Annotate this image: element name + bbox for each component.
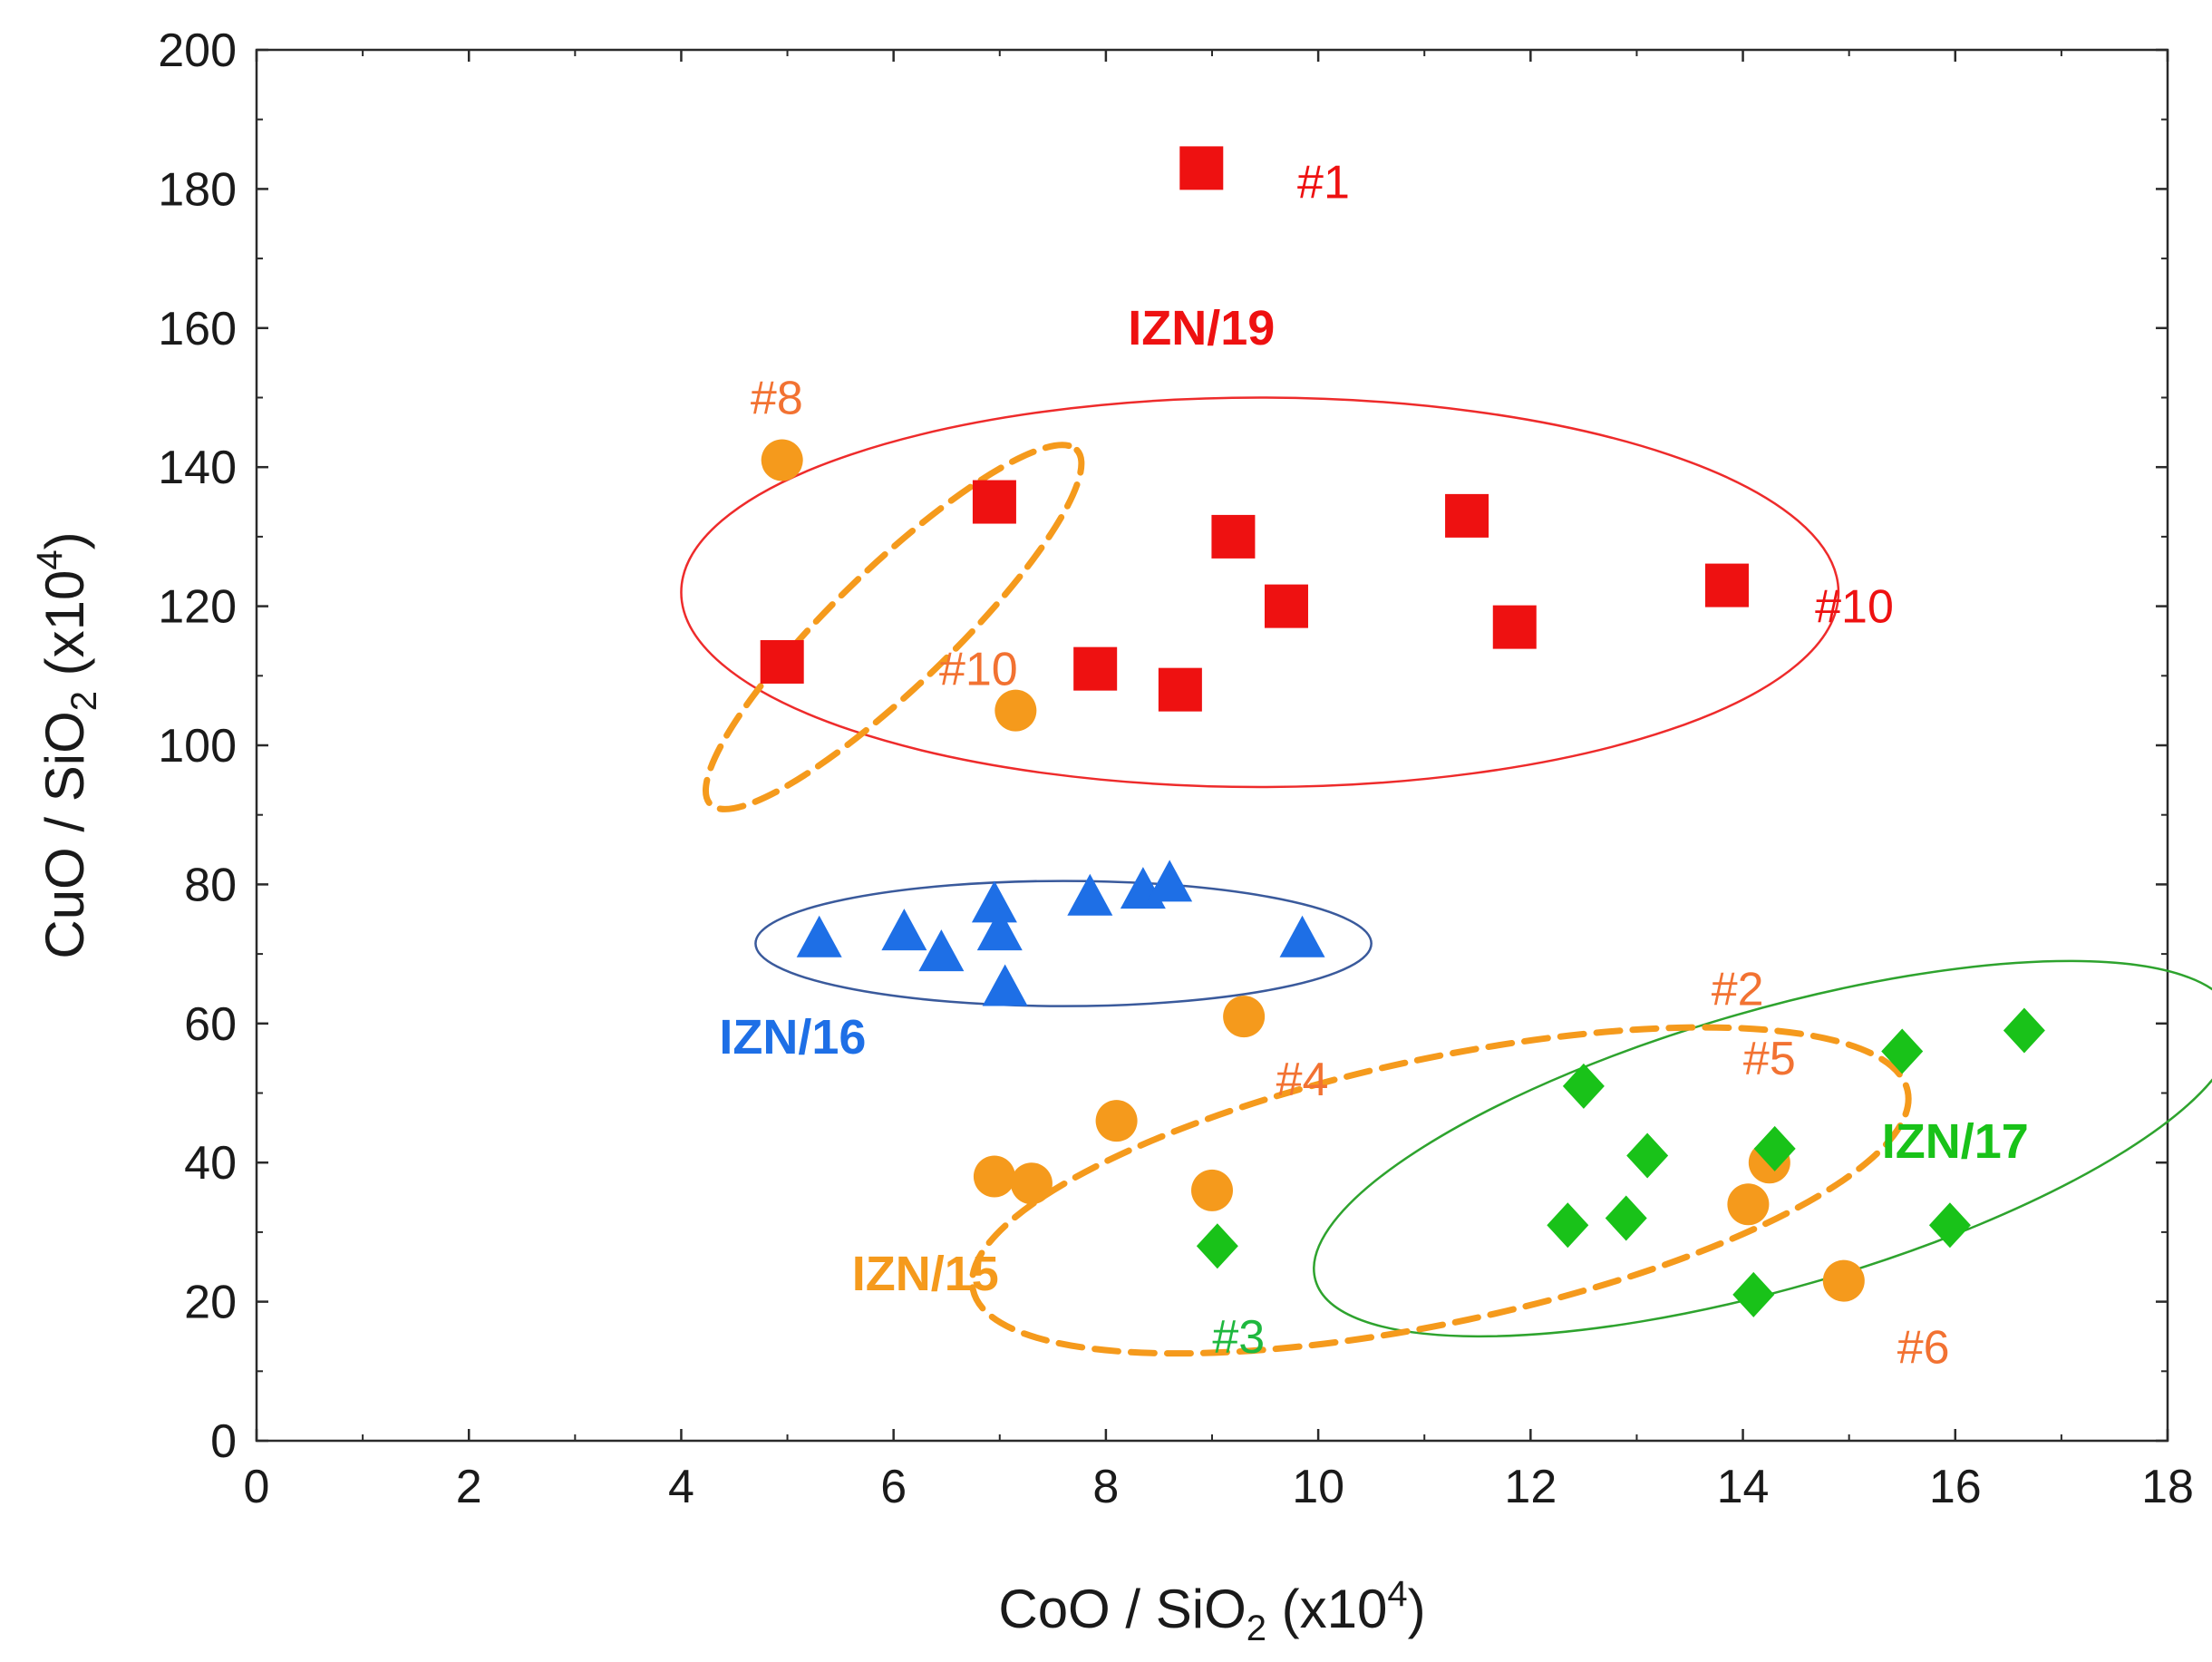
point-label: #1 — [1297, 157, 1350, 209]
data-point-izn-15 — [761, 439, 803, 481]
y-tick-label: 20 — [184, 1277, 237, 1329]
y-tick-label: 40 — [184, 1137, 237, 1190]
data-point-izn-19 — [972, 480, 1016, 524]
data-point-izn-17 — [1562, 1063, 1605, 1109]
group-label: IZN/17 — [1882, 1114, 2029, 1169]
x-tick-label: 14 — [1717, 1461, 1770, 1513]
point-label: #3 — [1212, 1311, 1265, 1364]
data-point-izn-16 — [971, 880, 1017, 923]
y-tick-label: 140 — [158, 442, 237, 494]
data-point-izn-17 — [1196, 1223, 1238, 1269]
labels-layer: IZN/19 IZN/16 IZN/15 IZN/17 #1 #10 #8 #10 #4 #2 #5… — [719, 157, 2028, 1375]
data-point-izn-19 — [1211, 514, 1256, 559]
point-label: #10 — [1815, 581, 1894, 634]
point-label: #5 — [1743, 1033, 1796, 1085]
group-label: IZN/15 — [852, 1247, 999, 1301]
x-tick-label: 16 — [1929, 1461, 1982, 1513]
data-point-izn-15 — [1191, 1169, 1233, 1211]
data-point-izn-16 — [1147, 860, 1193, 902]
point-label: #2 — [1712, 963, 1764, 1016]
x-tick-label: 8 — [1092, 1461, 1119, 1513]
data-point-izn-17 — [1753, 1125, 1796, 1171]
ellipses-layer — [680, 396, 2212, 1357]
data-point-izn-16 — [918, 929, 965, 972]
y-tick-label: 80 — [184, 859, 237, 911]
data-point-izn-17 — [2003, 1007, 2045, 1054]
y-tick-label: 100 — [158, 720, 237, 773]
data-point-izn-15 — [1822, 1259, 1865, 1302]
group-ellipse-izn-15 — [968, 1024, 1912, 1357]
x-tick-label: 2 — [456, 1461, 482, 1513]
data-point-izn-19 — [1073, 646, 1118, 691]
data-point-izn-19 — [1492, 605, 1537, 649]
data-point-izn-17 — [1547, 1202, 1589, 1249]
data-point-izn-16 — [796, 915, 842, 957]
data-point-izn-15 — [1223, 996, 1266, 1038]
group-ellipse-izn-17 — [1313, 959, 2212, 1338]
data-point-izn-15 — [994, 689, 1037, 732]
data-point-izn-15 — [1010, 1162, 1053, 1205]
y-axis-title: CuO / SiO2 (x104) — [30, 531, 104, 958]
points-layer — [760, 146, 2045, 1317]
x-axis-title: CoO / SiO2 (x104) — [998, 1574, 1425, 1648]
ticks-layer: 0 2 4 6 8 10 12 14 16 180204060801001201401601802… — [158, 24, 2194, 1513]
data-point-izn-16 — [1067, 873, 1113, 916]
data-point-izn-15 — [1095, 1100, 1138, 1142]
y-tick-label: 200 — [158, 24, 237, 77]
data-point-izn-15 — [973, 1155, 1015, 1198]
point-label: #8 — [751, 373, 803, 425]
x-tick-label: 18 — [2141, 1461, 2194, 1513]
group-ellipse-izn-15 — [702, 442, 1085, 812]
data-point-izn-15 — [1727, 1183, 1770, 1226]
data-point-izn-16 — [1279, 915, 1325, 957]
data-point-izn-16 — [976, 909, 1023, 951]
y-tick-label: 60 — [184, 998, 237, 1051]
data-point-izn-19 — [760, 639, 804, 684]
y-tick-label: 160 — [158, 303, 237, 355]
point-label: #4 — [1276, 1054, 1329, 1106]
point-label: #6 — [1897, 1321, 1950, 1374]
x-tick-label: 6 — [880, 1461, 907, 1513]
group-ellipse-izn-19 — [680, 396, 1840, 789]
y-tick-label: 0 — [210, 1415, 237, 1468]
data-point-izn-19 — [1158, 667, 1202, 712]
data-point-izn-17 — [1928, 1202, 1971, 1249]
data-point-izn-19 — [1704, 563, 1749, 607]
group-ellipse-izn-16 — [754, 880, 1373, 1007]
x-tick-label: 12 — [1504, 1461, 1557, 1513]
data-point-izn-17 — [1626, 1132, 1669, 1179]
x-tick-label: 10 — [1292, 1461, 1344, 1513]
data-point-izn-17 — [1732, 1271, 1775, 1317]
group-label: IZN/19 — [1128, 301, 1275, 355]
data-point-izn-16 — [982, 964, 1028, 1006]
x-tick-label: 0 — [244, 1461, 270, 1513]
group-label: IZN/16 — [719, 1010, 866, 1064]
data-point-izn-19 — [1445, 493, 1489, 538]
x-tick-label: 4 — [668, 1461, 694, 1513]
data-point-izn-17 — [1605, 1195, 1647, 1241]
point-label: #10 — [939, 644, 1018, 696]
data-point-izn-16 — [881, 909, 927, 951]
y-tick-label: 120 — [158, 581, 237, 634]
data-point-izn-19 — [1179, 146, 1224, 190]
data-point-izn-19 — [1264, 584, 1308, 628]
data-point-izn-17 — [1881, 1028, 1924, 1074]
y-tick-label: 180 — [158, 163, 237, 216]
